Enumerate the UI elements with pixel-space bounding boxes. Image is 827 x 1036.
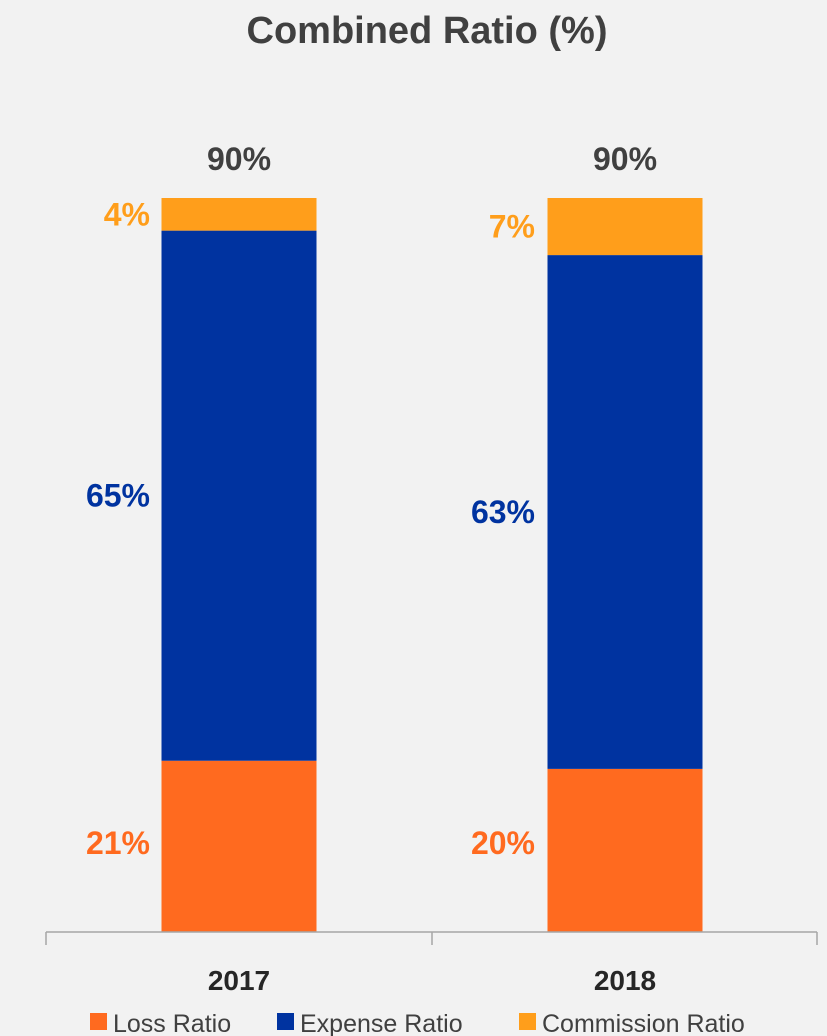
bar-segment-loss-ratio-2017 — [161, 760, 317, 932]
legend: Loss Ratio Expense Ratio Commission Ratio — [90, 1010, 745, 1036]
bar-segment-expense-ratio-2018 — [547, 255, 703, 769]
bar-segment-expense-ratio-2017 — [161, 230, 317, 761]
legend-label-commission-ratio: Commission Ratio — [542, 1010, 745, 1036]
legend-label-expense-ratio: Expense Ratio — [300, 1010, 463, 1036]
data-label-expense-ratio-2018: 63% — [471, 494, 535, 530]
legend-swatch-expense-ratio — [277, 1013, 294, 1030]
data-label-commission-ratio-2017: 4% — [104, 196, 150, 232]
legend-swatch-loss-ratio — [90, 1013, 107, 1030]
bar-segment-commission-ratio-2018 — [547, 198, 703, 256]
total-label-2018: 90% — [593, 141, 657, 177]
bar-segment-loss-ratio-2018 — [547, 768, 703, 932]
data-label-commission-ratio-2018: 7% — [489, 209, 535, 245]
data-label-loss-ratio-2018: 20% — [471, 825, 535, 861]
chart-title: Combined Ratio (%) — [247, 10, 608, 52]
bar-segment-commission-ratio-2017 — [161, 198, 317, 231]
legend-swatch-commission-ratio — [519, 1013, 536, 1030]
x-tick-label-2017: 2017 — [208, 965, 270, 996]
labels-group: 21% 65% 4% 90% 20% 63% 7% 90% — [86, 141, 657, 861]
total-label-2017: 90% — [207, 141, 271, 177]
x-tick-label-2018: 2018 — [594, 965, 656, 996]
data-label-loss-ratio-2017: 21% — [86, 825, 150, 861]
bars-group — [161, 198, 703, 932]
legend-label-loss-ratio: Loss Ratio — [113, 1010, 231, 1036]
x-axis: 2017 2018 — [45, 931, 818, 996]
data-label-expense-ratio-2017: 65% — [86, 478, 150, 514]
